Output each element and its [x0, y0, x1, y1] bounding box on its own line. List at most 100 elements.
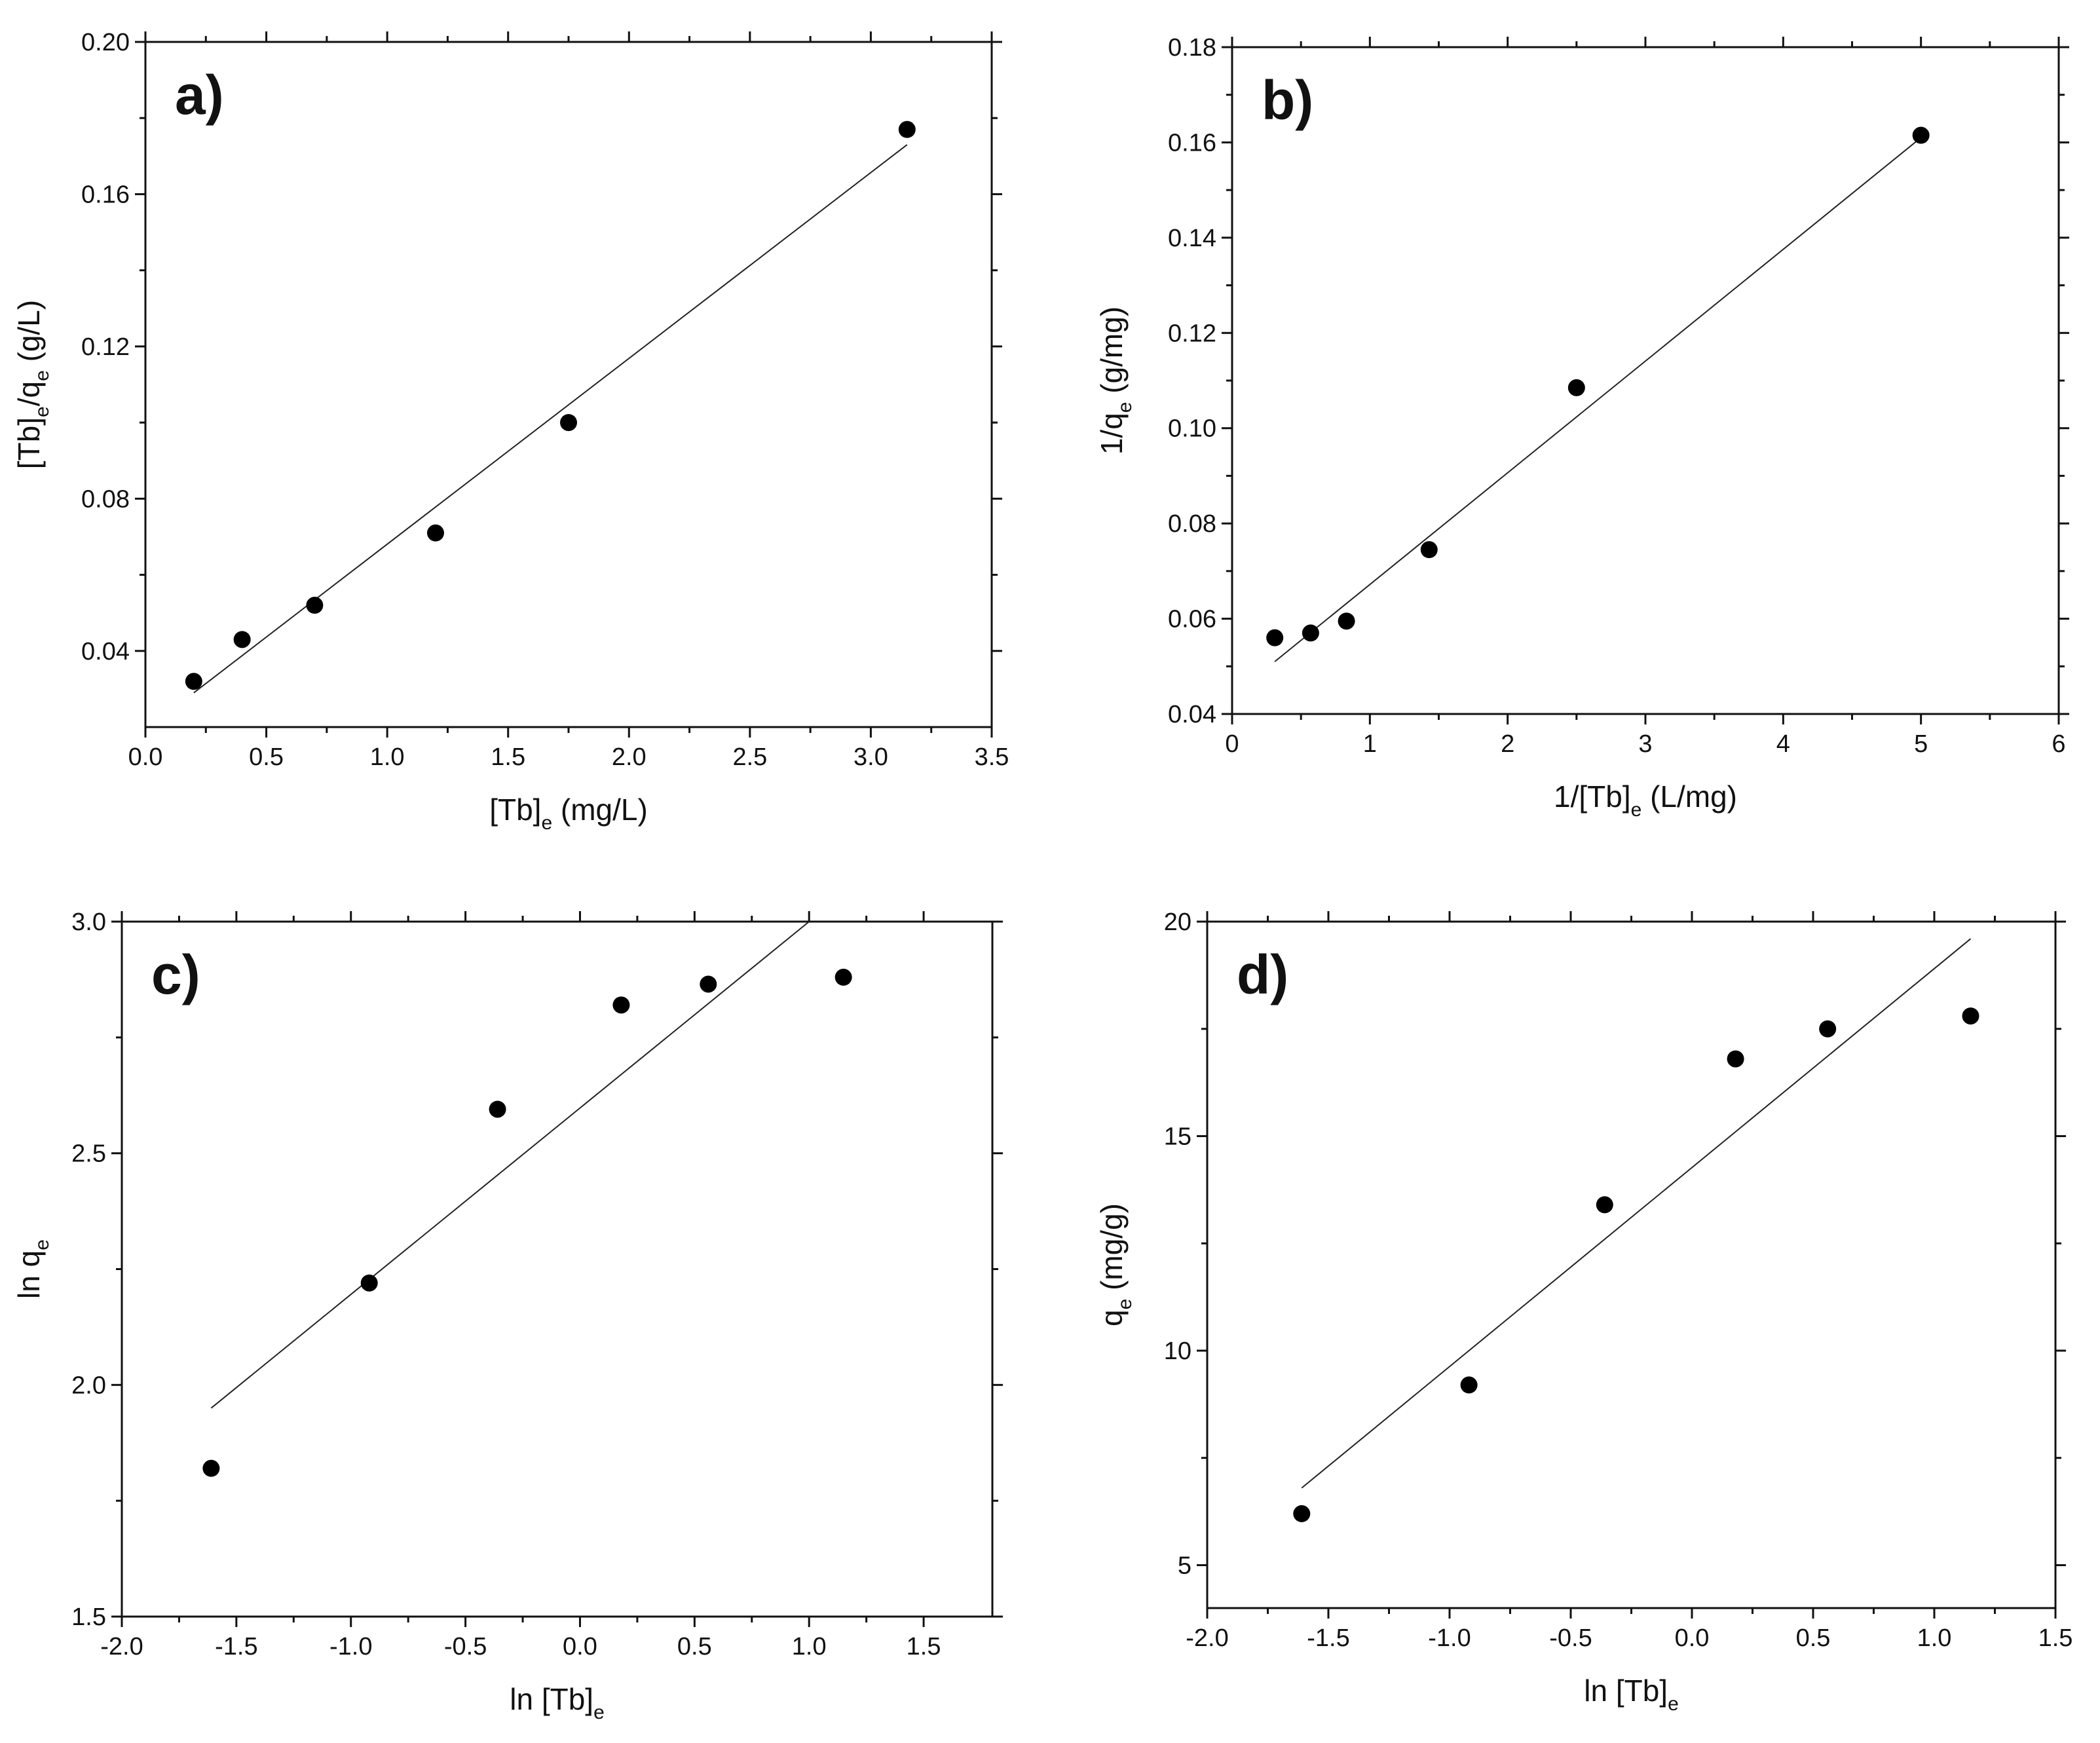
data-point	[1420, 541, 1438, 559]
data-point	[1293, 1505, 1311, 1522]
x-axis-label-main: 1/[Tb]	[1554, 779, 1631, 814]
x-tick-label: -1.5	[1307, 1624, 1349, 1652]
y-tick-label: 2.0	[71, 1372, 106, 1399]
chart-b: 0 1 2 3 4 5 6 0.04 0.06 0.08 0.10 0.12 0.14 0.16 0.18 b…	[1095, 34, 2069, 821]
y-tick-label: 10	[1164, 1338, 1191, 1365]
plot-frame	[144, 41, 993, 728]
fit-line	[1301, 938, 1972, 1489]
y-tick-label: 0.16	[81, 181, 130, 208]
x-tick-label: 2.5	[732, 743, 767, 771]
data-point	[700, 975, 717, 993]
x-axis-label: [Tb]e (mg/L)	[489, 793, 648, 834]
data-point	[233, 631, 251, 648]
fit-line	[193, 144, 908, 694]
plot-frame	[121, 920, 994, 1618]
panel-label: d)	[1237, 944, 1288, 1005]
y-tick-label: 3.0	[71, 909, 106, 936]
x-tick-label: 5	[1914, 730, 1928, 758]
y-axis-label-rest2: (g/L)	[12, 300, 46, 370]
y-tick-label: 0.16	[1168, 129, 1216, 157]
y-axis-label-sub: e	[1114, 402, 1136, 413]
x-axis-label-sub: e	[593, 1702, 605, 1723]
y-tick-label: 0.04	[1168, 701, 1216, 728]
x-tick-label: -1.0	[329, 1633, 372, 1660]
data-point	[1819, 1020, 1837, 1038]
data-point	[1727, 1050, 1744, 1068]
x-tick-label: -0.5	[444, 1633, 487, 1660]
y-tick-label: 1.5	[71, 1603, 106, 1631]
y-axis-label-sub: e	[1114, 1299, 1136, 1310]
y-axis-label-main: 1/q	[1095, 413, 1129, 455]
x-tick-label: 1.0	[370, 743, 405, 771]
y-tick-label: 2.5	[71, 1140, 106, 1168]
x-tick-label: 3	[1638, 730, 1652, 758]
x-axis-label-rest: (mg/L)	[552, 793, 648, 827]
x-tick-label: 0.5	[677, 1633, 712, 1660]
x-tick-label: 0.5	[249, 743, 284, 771]
data-point	[560, 414, 577, 432]
x-tick-label: -0.5	[1549, 1624, 1592, 1652]
y-axis-label-rest: (g/mg)	[1095, 307, 1129, 402]
x-axis-label-sub: e	[1631, 799, 1642, 821]
y-axis-label: qe (mg/g)	[1095, 1203, 1136, 1326]
y-tick-label: 0.14	[1168, 225, 1216, 252]
y-axis-label-rest: /q	[12, 381, 46, 406]
panel-b: 0 1 2 3 4 5 6 0.04 0.06 0.08 0.10 0.12 0.14 0.16 0.18 b…	[1050, 0, 2100, 871]
data-point	[1302, 624, 1319, 642]
plot-frame	[1206, 920, 2057, 1609]
plot-frame	[1231, 46, 2060, 715]
y-axis-label-main: [Tb]	[12, 417, 46, 469]
x-axis-label-sub: e	[1668, 1693, 1679, 1715]
panel-a: 0.0 0.5 1.0 1.5 2.0 2.5 3.0 3.5 0.04 0.08 0.12 0.16…	[0, 0, 1050, 871]
data-point	[1338, 612, 1355, 630]
panel-c: -2.0 -1.5 -1.0 -0.5 0.0 0.5 1.0 1.5 1.5 2.0 2.5 3.0…	[0, 871, 1050, 1743]
panel-label: c)	[151, 944, 200, 1005]
x-tick-label: -2.0	[100, 1633, 143, 1660]
data-point	[202, 1459, 220, 1477]
y-axis-label-main: ln q	[12, 1250, 46, 1299]
y-axis-label-main: q	[1095, 1309, 1129, 1326]
x-axis-label-rest: (L/mg)	[1641, 779, 1737, 814]
y-tick-label: 0.20	[81, 29, 130, 56]
fit-line	[1274, 137, 1922, 662]
x-axis-label: 1/[Tb]e (L/mg)	[1554, 779, 1737, 821]
chart-c: -2.0 -1.5 -1.0 -0.5 0.0 0.5 1.0 1.5 1.5 2.0 2.5 3.0…	[12, 909, 1003, 1723]
panel-label: b)	[1262, 69, 1313, 131]
x-tick-label: 1.0	[1917, 1624, 1952, 1652]
x-tick-label: 2.0	[612, 743, 647, 771]
x-axis-label-main: [Tb]	[489, 793, 541, 827]
x-axis-label: ln [Tb]e	[1584, 1674, 1679, 1715]
x-tick-label: 0	[1225, 730, 1239, 758]
x-tick-label: 6	[2052, 730, 2065, 758]
x-tick-label: 1.5	[491, 743, 525, 771]
x-tick-label: -1.5	[215, 1633, 257, 1660]
data-point	[898, 121, 916, 138]
x-tick-label: 4	[1776, 730, 1790, 758]
chart-d: -2.0 -1.5 -1.0 -0.5 0.0 0.5 1.0 1.5 5 10 15 20 d) ln …	[1095, 909, 2073, 1715]
x-axis-label-main: ln [Tb]	[510, 1682, 593, 1716]
y-tick-label: 0.08	[81, 485, 130, 513]
x-tick-label: 1.5	[907, 1633, 941, 1660]
panel-label: a)	[175, 64, 224, 126]
y-axis-label-sub: e	[31, 406, 53, 417]
data-point	[426, 524, 444, 542]
y-tick-label: 0.12	[81, 333, 130, 361]
data-point	[1912, 126, 1930, 144]
y-tick-label: 0.10	[1168, 415, 1216, 443]
x-tick-label: 1	[1363, 730, 1377, 758]
y-axis-label-sub: e	[31, 1239, 53, 1250]
data-point	[185, 673, 202, 690]
x-tick-label: 3.5	[975, 743, 1009, 771]
x-tick-label: 2	[1501, 730, 1514, 758]
x-axis-label-main: ln [Tb]	[1584, 1674, 1668, 1708]
data-point	[1567, 379, 1585, 396]
y-tick-label: 0.18	[1168, 34, 1216, 62]
y-tick-label: 0.12	[1168, 320, 1216, 347]
x-tick-label: 0.5	[1796, 1624, 1831, 1652]
x-tick-label: 1.5	[2038, 1624, 2073, 1652]
x-tick-label: 0.0	[128, 743, 163, 771]
y-tick-label: 0.04	[81, 638, 130, 665]
x-tick-label: 3.0	[853, 743, 888, 771]
data-point	[306, 597, 324, 614]
y-axis-label: ln qe	[12, 1239, 53, 1299]
